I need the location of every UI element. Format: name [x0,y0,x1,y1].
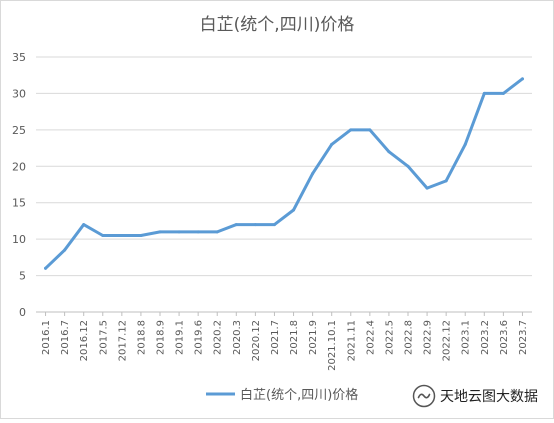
x-tick-label: 2020.12 [251,320,262,361]
series-group [44,77,524,270]
data-point [520,77,524,81]
x-tick-label: 2018.8 [136,320,147,355]
grid-lines [36,56,532,313]
data-point [311,172,315,176]
y-tick-label: 35 [12,51,26,64]
y-tick-label: 5 [19,270,26,283]
x-tick-label: 2023.2 [480,320,491,355]
x-tick-label: 2020.2 [213,320,224,355]
data-point [234,223,238,227]
y-tick-label: 30 [12,87,26,100]
x-tick-label: 2022.8 [404,320,415,355]
data-point [44,266,48,270]
x-tick-label: 2019.1 [175,320,186,355]
data-point [158,230,162,234]
x-tick-label: 2021.11 [346,320,357,361]
data-point [63,248,67,252]
legend-label: 白芷(统个,四川)价格 [240,387,358,403]
x-tick-label: 2016.1 [41,320,52,355]
data-point [482,91,486,95]
x-tick-label: 2021.9 [308,320,319,355]
data-point [196,230,200,234]
watermark: 天地云图大数据 [412,382,550,410]
x-tick-label: 2022.12 [442,320,453,361]
x-tick-label: 2019.6 [194,320,205,355]
x-tick-label: 2021.8 [289,320,300,355]
data-point [82,223,86,227]
chart-title: 白芷(统个,四川)价格 [200,15,355,35]
x-tick-label: 2022.9 [423,320,434,355]
y-tick-label: 10 [12,233,26,246]
x-tick-label: 2016.12 [79,320,90,361]
data-point [120,234,124,237]
data-point [349,128,353,132]
x-tick-label: 2022.5 [384,320,395,355]
x-tick-label: 2023.7 [518,320,529,355]
data-point [463,142,467,146]
y-tick-label: 0 [19,306,26,319]
x-tick-label: 2022.4 [365,320,376,355]
x-tick-label: 2017.12 [117,320,128,361]
data-point [101,234,105,237]
data-point [368,128,372,132]
y-tick-label: 25 [12,124,26,137]
data-point [444,179,448,183]
x-tick-label: 2016.7 [60,320,71,355]
series-line [44,77,524,270]
data-point [330,142,334,146]
legend: 白芷(统个,四川)价格 [206,387,358,403]
y-tick-label: 15 [12,197,26,210]
data-point [406,164,410,168]
wechat-icon [412,384,436,408]
x-tick-label: 2018.9 [156,320,167,355]
data-point [272,223,276,227]
y-tick-label: 20 [12,160,26,173]
x-tick-label: 2017.5 [98,320,109,355]
data-point [177,230,181,234]
watermark-text: 天地云图大数据 [440,389,538,405]
x-axis: 2016.1 2016.7 2016.12 2017.5 2017.12 2018.8 20… [41,312,529,371]
data-point [253,223,257,227]
x-tick-label: 2021.7 [270,320,281,355]
data-point [501,91,505,95]
x-tick-label: 2023.1 [461,320,472,355]
data-point [139,234,143,237]
y-axis: 0 5 10 15 20 25 30 35 [12,51,26,319]
x-tick-label: 2020.3 [232,320,243,355]
data-point [387,150,391,154]
data-point [292,208,296,212]
x-tick-label: 2021.10.1 [327,320,338,371]
data-point [425,186,429,190]
data-point [215,230,219,234]
x-tick-label: 2023.6 [499,320,510,355]
